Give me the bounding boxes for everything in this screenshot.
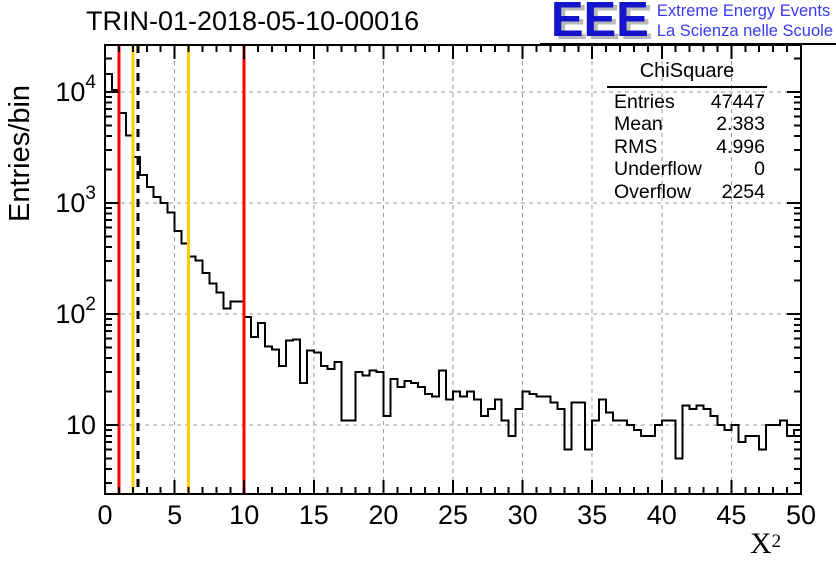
eee-logo-line1: Extreme Energy Events	[656, 2, 831, 20]
svg-text:10: 10	[229, 500, 259, 530]
stats-row-mean: Mean 2.383	[607, 113, 767, 135]
svg-text:0: 0	[97, 500, 112, 530]
svg-text:40: 40	[647, 500, 677, 530]
stats-label: RMS	[614, 135, 658, 158]
eee-logo-line2: La Scienza nelle Scuole	[656, 22, 833, 40]
svg-text:30: 30	[508, 500, 538, 530]
plot-title: TRIN-01-2018-05-10-00016	[86, 6, 420, 36]
stats-label: Underflow	[614, 158, 702, 181]
svg-text:25: 25	[438, 500, 468, 530]
stats-value: 4.996	[716, 135, 765, 158]
stats-label: Overflow	[614, 180, 691, 203]
svg-text:50: 50	[786, 500, 816, 530]
eee-logo-letters: EEE	[550, 0, 649, 47]
stats-value: 0	[754, 158, 765, 181]
stats-row-entries: Entries 47447	[607, 91, 767, 113]
svg-text:104: 104	[55, 72, 96, 107]
stats-box-rows: Entries 47447 Mean 2.383 RMS 4.996 Under…	[607, 88, 767, 203]
stats-box: ChiSquare Entries 47447 Mean 2.383 RMS 4…	[607, 60, 767, 203]
x-axis-title-exponent: 2	[771, 531, 782, 552]
stats-value: 47447	[710, 91, 765, 113]
stats-row-overflow: Overflow 2254	[607, 181, 767, 203]
svg-text:35: 35	[577, 500, 607, 530]
stats-box-title: ChiSquare	[607, 60, 767, 88]
svg-text:102: 102	[55, 294, 96, 329]
svg-text:10: 10	[66, 410, 96, 440]
eee-logo-text: Extreme Energy Events La Scienza nelle S…	[657, 0, 833, 41]
stats-row-rms: RMS 4.996	[607, 136, 767, 158]
logo-underline	[540, 43, 836, 45]
stats-value: 2254	[721, 180, 765, 203]
svg-text:15: 15	[299, 500, 329, 530]
x-axis-title-base: X	[750, 527, 772, 560]
svg-text:5: 5	[167, 500, 182, 530]
stats-value: 2.383	[716, 113, 765, 136]
x-axis-title: X2	[750, 527, 781, 561]
svg-text:103: 103	[55, 183, 96, 218]
eee-logo: EEE Extreme Energy Events La Scienza nel…	[550, 0, 833, 47]
svg-text:20: 20	[368, 500, 398, 530]
stats-label: Entries	[614, 91, 675, 113]
svg-text:45: 45	[716, 500, 746, 530]
stats-label: Mean	[614, 113, 663, 136]
y-axis-title: Entries/bin	[4, 84, 36, 222]
stats-row-underflow: Underflow 0	[607, 158, 767, 180]
